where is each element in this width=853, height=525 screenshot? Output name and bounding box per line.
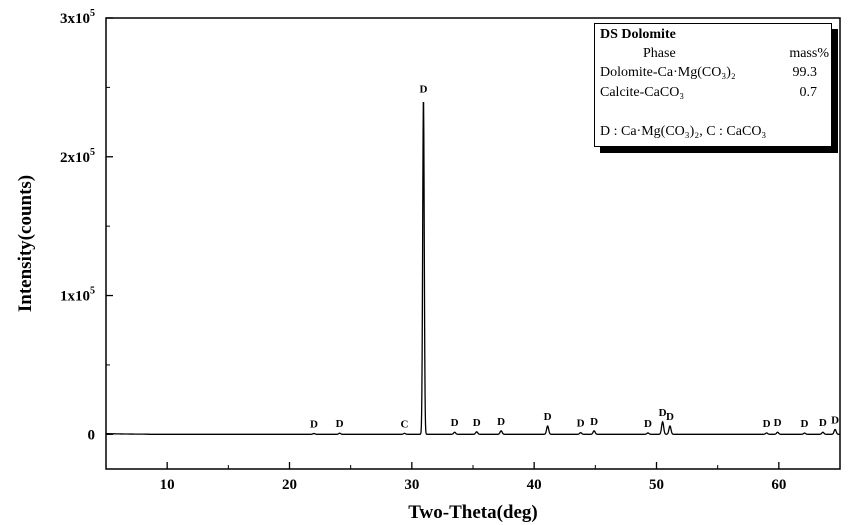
- peak-label: D: [831, 414, 839, 426]
- legend-row: Calcite-CaCO₃ 0.7: [600, 85, 817, 105]
- legend-note: D : Ca·Mg(CO₃)₂, C : CaCO₃: [600, 124, 767, 139]
- legend-box: DS Dolomite Phase mass% Dolomite-Ca·Mg(C…: [594, 23, 832, 147]
- x-tick-label: 10: [160, 477, 175, 493]
- x-tick-label: 20: [282, 477, 297, 493]
- peak-label: D: [666, 411, 674, 423]
- legend-mass-value: 99.3: [792, 65, 818, 80]
- legend-phase-name: Dolomite-Ca·Mg(CO₃)₂: [600, 65, 736, 80]
- legend-header-phase: Phase: [643, 46, 676, 61]
- legend-row: Dolomite-Ca·Mg(CO₃)₂ 99.3: [600, 65, 817, 85]
- legend-phase-name: Calcite-CaCO₃: [600, 85, 685, 100]
- peak-label: D: [336, 418, 344, 430]
- y-tick-label: 0: [88, 427, 96, 443]
- peak-label: D: [774, 417, 782, 429]
- x-tick-label: 50: [649, 477, 664, 493]
- legend-header-mass: mass%: [789, 46, 829, 61]
- peak-label: D: [801, 418, 809, 430]
- x-axis-title: Two-Theta(deg): [408, 502, 537, 523]
- legend-title: DS Dolomite: [600, 27, 676, 42]
- x-tick-label: 40: [527, 477, 542, 493]
- legend-mass-value: 0.7: [799, 85, 818, 100]
- peak-label: D: [419, 83, 427, 95]
- x-tick-label: 60: [771, 477, 786, 493]
- y-tick-label: 2x105: [60, 147, 95, 166]
- peak-label: D: [819, 417, 827, 429]
- peak-label: D: [659, 407, 667, 419]
- y-axis-title: Intensity(counts): [15, 175, 36, 312]
- y-tick-label: 3x105: [60, 8, 95, 27]
- peak-label: D: [544, 411, 552, 423]
- peak-label: D: [310, 418, 318, 430]
- peak-label: D: [497, 416, 505, 428]
- peak-label: C: [401, 418, 409, 430]
- peak-label: D: [451, 417, 459, 429]
- xrd-pattern-line: [105, 101, 840, 435]
- peak-label: D: [577, 418, 585, 430]
- peak-label: D: [644, 418, 652, 430]
- peak-label: D: [590, 416, 598, 428]
- y-tick-label: 1x105: [60, 286, 95, 305]
- peak-label: D: [473, 417, 481, 429]
- peak-label: D: [763, 418, 771, 430]
- x-tick-label: 30: [404, 477, 419, 493]
